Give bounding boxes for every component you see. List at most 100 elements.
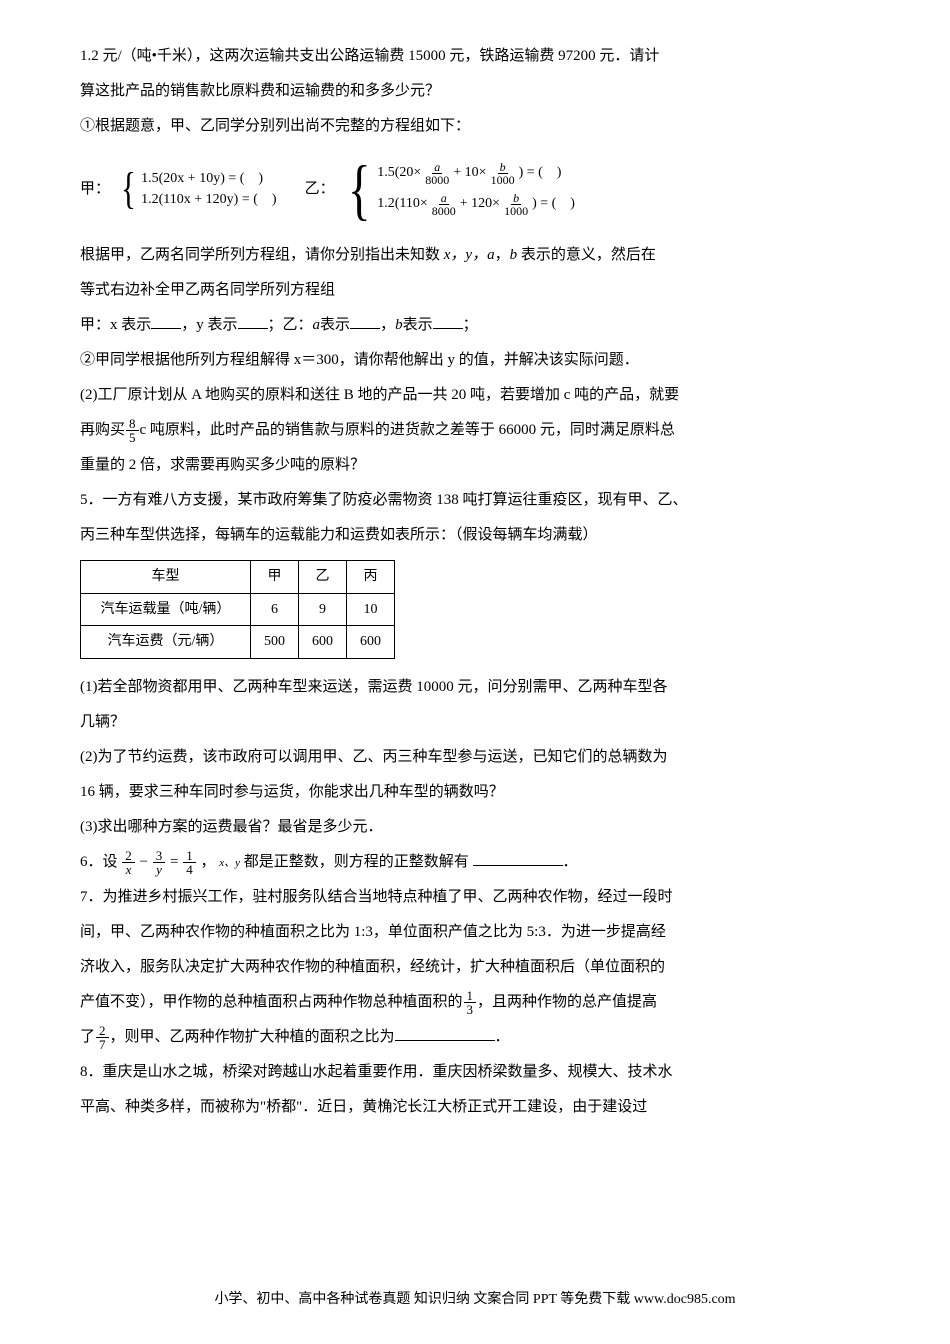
frac-den: 4 <box>183 863 196 876</box>
table-cell: 6 <box>251 593 299 626</box>
blank-input[interactable] <box>395 1026 495 1041</box>
table-header: 丙 <box>347 561 395 594</box>
frac-num: 8 <box>126 417 139 431</box>
frac-num: a <box>439 192 449 205</box>
fraction-8-5: 85 <box>126 417 139 444</box>
table-row: 汽车运载量（吨/辆） 6 9 10 <box>81 593 395 626</box>
q7-line-4: 产值不变），甲作物的总种植面积占两种作物总种植面积的13，且两种作物的总产值提高 <box>80 986 870 1019</box>
a-label: 表示 <box>320 317 350 333</box>
blank-input[interactable] <box>238 314 268 329</box>
fraction-1-4: 14 <box>183 849 196 876</box>
q8-line-2: 平高、种类多样，而被称为"桥都"．近日，黄桷沱长江大桥正式开工建设，由于建设过 <box>80 1091 870 1124</box>
yi-eq-2: 1.2(110× a8000 + 120× b1000 ) = ( ) <box>377 189 575 220</box>
yi-2-mid: + 120× <box>460 189 500 220</box>
jia-x-label: 甲：x 表示 <box>80 317 151 333</box>
fraction-1-3: 13 <box>464 989 477 1016</box>
comma: ， <box>200 854 215 870</box>
b-var: b <box>395 317 403 333</box>
blank-input[interactable] <box>473 851 563 866</box>
q7-line-3: 济收入，服务队决定扩大两种农作物的种植面积，经统计，扩大种植面积后（单位面积的 <box>80 951 870 984</box>
text: 了 <box>80 1029 95 1045</box>
table-cell: 汽车运载量（吨/辆） <box>81 593 251 626</box>
table-row: 汽车运费（元/辆） 500 600 600 <box>81 626 395 659</box>
jia-eq-2: 1.2(110x + 120y) = ( ) <box>141 189 276 210</box>
period: ． <box>495 1029 510 1045</box>
table-cell: 10 <box>347 593 395 626</box>
minus: − <box>140 854 148 870</box>
table-cell: 汽车运费（元/辆） <box>81 626 251 659</box>
table-cell: 600 <box>347 626 395 659</box>
q5-1-line-1: (1)若全部物资都用甲、乙两种车型来运送，需运费 10000 元，问分别需甲、乙… <box>80 671 870 704</box>
q6: 6．设 2x − 3y = 14 ， x、y 都是正整数，则方程的正整数解有 ． <box>80 846 870 879</box>
comma: ， <box>380 317 395 333</box>
frac-den: y <box>153 863 165 876</box>
text: ，则甲、乙两种作物扩大种植的面积之比为 <box>110 1029 395 1045</box>
q5-line-1: 5．一方有难八方支援，某市政府筹集了防疫必需物资 138 吨打算运往重疫区，现有… <box>80 484 870 517</box>
frac-num: 2 <box>122 849 135 863</box>
q5-3: (3)求出哪种方案的运费最省？最省是多少元． <box>80 811 870 844</box>
table-cell: 500 <box>251 626 299 659</box>
comma: ， <box>495 247 510 263</box>
fraction-a-8000: a8000 <box>430 192 458 217</box>
fill-in-blanks-line: 甲：x 表示，y 表示；乙：a表示，b表示； <box>80 309 870 342</box>
blank-input[interactable] <box>433 314 463 329</box>
jia-label: 甲： <box>80 173 110 206</box>
frac-num: 2 <box>96 1024 109 1038</box>
frac-num: 3 <box>153 849 166 863</box>
fraction-b-1000: b1000 <box>489 161 517 186</box>
q8-line-1: 8．重庆是山水之城，桥梁对跨越山水起着重要作用．重庆因桥梁数量多、规模大、技术水 <box>80 1056 870 1089</box>
equals: = <box>170 854 178 870</box>
text: 根据甲，乙两名同学所列方程组，请你分别指出未知数 <box>80 247 444 263</box>
q7-line-1: 7．为推进乡村振兴工作，驻村服务队结合当地特点种植了甲、乙两种农作物，经过一段时 <box>80 881 870 914</box>
q5-line-2: 丙三种车型供选择，每辆车的运载能力和运费如表所示：（假设每辆车均满载） <box>80 519 870 552</box>
step-2: ②甲同学根据他所列方程组解得 x＝300，请你帮他解出 y 的值，并解决该实际问… <box>80 344 870 377</box>
fraction-3-y: 3y <box>153 849 166 876</box>
semicolon: ； <box>463 317 478 333</box>
frac-den: 5 <box>126 431 139 444</box>
text: ，且两种作物的总产值提高 <box>477 994 657 1010</box>
table-cell: 600 <box>299 626 347 659</box>
yi-1-pre: 1.5(20× <box>377 158 421 189</box>
fraction-2-7: 27 <box>96 1024 109 1051</box>
frac-den: 3 <box>464 1003 477 1016</box>
intro-line-1: 1.2 元/（吨•千米），这两次运输共支出公路运输费 15000 元，铁路运输费… <box>80 40 870 73</box>
fraction-2-x: 2x <box>122 849 135 876</box>
q7-line-2: 间，甲、乙两种农作物的种植面积之比为 1:3，单位面积产值之比为 5:3．为进一… <box>80 916 870 949</box>
text: 产值不变），甲作物的总种植面积占两种作物总种植面积的 <box>80 994 463 1010</box>
equation-systems: 甲： { 1.5(20x + 10y) = ( ) 1.2(110x + 120… <box>80 155 870 223</box>
yi-label: 乙： <box>305 173 335 206</box>
frac-num: 1 <box>464 989 477 1003</box>
text: c 吨原料，此时产品的销售款与原料的进货款之差等于 66000 元，同时满足原料… <box>140 422 675 438</box>
q7-line-5: 了27，则甲、乙两种作物扩大种植的面积之比为 ． <box>80 1021 870 1054</box>
q2-line-3: 重量的 2 倍，求需要再购买多少吨的原料？ <box>80 449 870 482</box>
xy-vars: x，y， <box>444 247 487 263</box>
yi-system: { 1.5(20× a8000 + 10× b1000 ) = ( ) 1.2(… <box>343 155 575 223</box>
document-body: 1.2 元/（吨•千米），这两次运输共支出公路运输费 15000 元，铁路运输费… <box>80 40 870 1124</box>
fraction-b-1000: b1000 <box>502 192 530 217</box>
yi-sep: ；乙： <box>268 317 313 333</box>
left-brace-icon: { <box>347 155 370 223</box>
jia-system: { 1.5(20x + 10y) = ( ) 1.2(110x + 120y) … <box>118 167 277 211</box>
yi-eq-1: 1.5(20× a8000 + 10× b1000 ) = ( ) <box>377 158 575 189</box>
xy-sub: x、y <box>219 857 240 869</box>
blank-input[interactable] <box>151 314 181 329</box>
frac-num: 1 <box>183 849 196 863</box>
frac-num: b <box>511 192 521 205</box>
yi-1-post: ) = ( ) <box>519 158 562 189</box>
q2-line-2: 再购买85c 吨原料，此时产品的销售款与原料的进货款之差等于 66000 元，同… <box>80 414 870 447</box>
table-header: 乙 <box>299 561 347 594</box>
frac-den: 1000 <box>489 174 517 186</box>
fraction-a-8000: a8000 <box>423 161 451 186</box>
step-1: ①根据题意，甲、乙同学分别列出尚不完整的方程组如下： <box>80 110 870 143</box>
text: 表示的意义，然后在 <box>517 247 656 263</box>
blank-input[interactable] <box>350 314 380 329</box>
b-label: 表示 <box>403 317 433 333</box>
after-eq-line-2: 等式右边补全甲乙两名同学所列方程组 <box>80 274 870 307</box>
text: 6．设 <box>80 854 118 870</box>
page-footer: 小学、初中、高中各种试卷真题 知识归纳 文案合同 PPT 等免费下载 www.d… <box>0 1285 950 1316</box>
jia-eq-1: 1.5(20x + 10y) = ( ) <box>141 168 276 189</box>
table-row: 车型 甲 乙 丙 <box>81 561 395 594</box>
frac-den: 1000 <box>502 205 530 217</box>
jia-y-label: ，y 表示 <box>181 317 237 333</box>
yi-2-post: ) = ( ) <box>532 189 575 220</box>
